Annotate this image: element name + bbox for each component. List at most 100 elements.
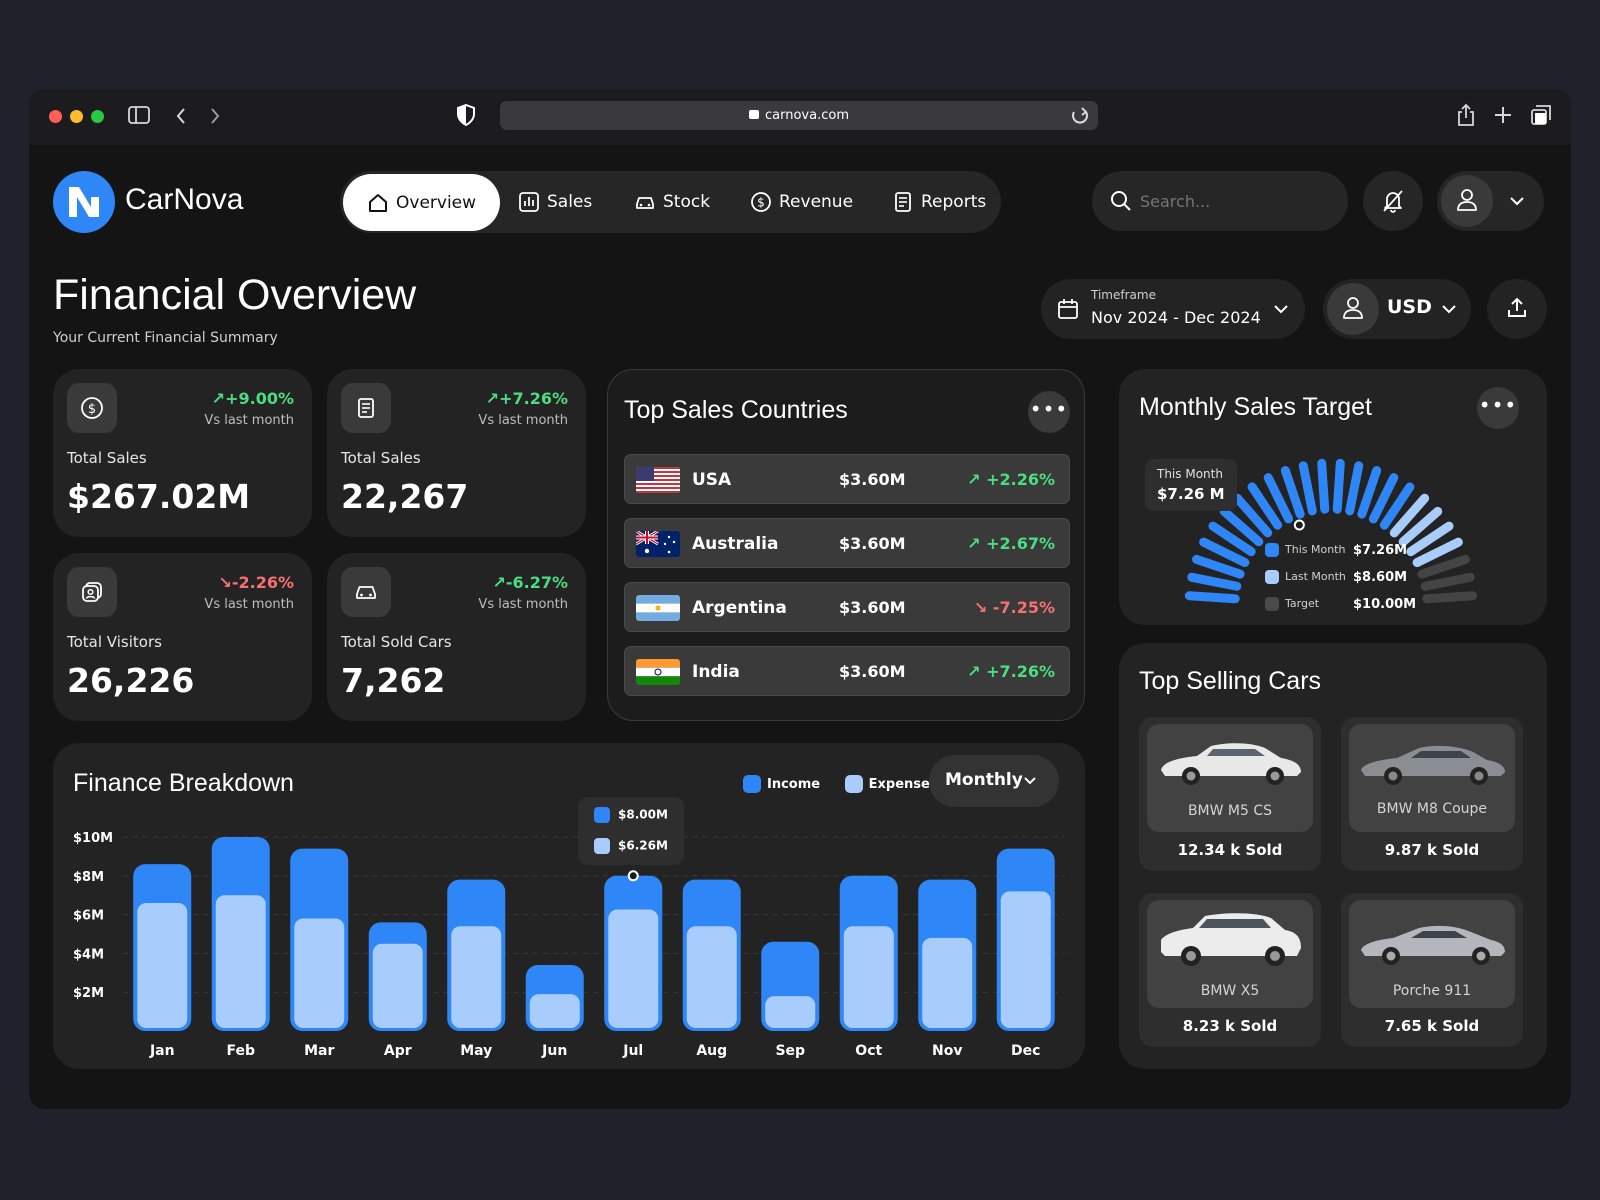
car-sold: 7.65 k Sold	[1384, 1017, 1480, 1035]
stat-card-total-sales[interactable]: $ ↗+9.00% Vs last month Total Sales $267…	[53, 369, 312, 537]
car-name: BMW X5	[1200, 983, 1260, 999]
expense-bar[interactable]	[608, 909, 659, 1028]
notifications-button[interactable]	[1363, 171, 1423, 231]
expense-bar[interactable]	[922, 937, 973, 1028]
country-amount: $3.60M	[839, 598, 906, 617]
country-change: ↗ +7.26%	[967, 662, 1055, 681]
car-name: Porche 911	[1392, 983, 1472, 999]
maximize-window-button[interactable]	[91, 110, 104, 123]
timeframe-value: Nov 2024 - Dec 2024	[1091, 308, 1261, 327]
timeframe-picker[interactable]: Timeframe Nov 2024 - Dec 2024	[1041, 279, 1305, 339]
browser-toolbar: carnova.com	[29, 89, 1571, 145]
country-row[interactable]: Argentina $3.60M ↘ -7.25%	[624, 582, 1070, 632]
gauge-tooltip-label: This Month	[1157, 467, 1223, 481]
country-row[interactable]: India $3.60M ↗ +7.26%	[624, 646, 1070, 696]
expense-bar[interactable]	[686, 926, 737, 1028]
sidebar-toggle-icon[interactable]	[128, 106, 150, 124]
forward-icon[interactable]	[209, 107, 221, 125]
share-icon[interactable]	[1456, 103, 1476, 127]
stat-note: Vs last month	[478, 413, 568, 428]
expense-bar[interactable]	[372, 943, 423, 1028]
legend-target: Target $10.00M	[1265, 597, 1416, 612]
calendar-icon	[1058, 299, 1078, 319]
car-card[interactable]: BMW M5 CS 12.34 k Sold	[1139, 717, 1321, 871]
stat-card-total-sold-cars[interactable]: ↗-6.27% Vs last month Total Sold Cars 7,…	[327, 553, 586, 721]
shield-icon[interactable]	[456, 104, 476, 126]
export-button[interactable]	[1487, 279, 1547, 339]
nav-item-label: Reports	[921, 192, 987, 212]
trend-up-icon: ↗	[492, 573, 506, 592]
suv-car-icon	[1161, 913, 1301, 966]
stat-icon-box	[341, 567, 391, 617]
trend-down-icon: ↘	[973, 598, 988, 617]
expense-bar[interactable]	[294, 918, 345, 1028]
gauge-segment	[1332, 458, 1345, 514]
nav-item-stock[interactable]: Stock	[634, 171, 710, 233]
currency-selector[interactable]: USD	[1323, 279, 1471, 339]
country-change: ↗ +2.26%	[967, 470, 1055, 489]
search-box[interactable]	[1092, 171, 1348, 231]
gauge-marker-dot	[1293, 519, 1305, 531]
stat-card-total-sales-count[interactable]: ↗+7.26% Vs last month Total Sales 22,267	[327, 369, 586, 537]
period-dropdown[interactable]: Monthly	[929, 755, 1059, 807]
profile-menu[interactable]	[1437, 171, 1544, 231]
expense-bar[interactable]	[843, 926, 894, 1028]
expense-bar[interactable]	[529, 994, 580, 1028]
main-nav: Overview Sales Stock $ Revenue Reports	[340, 171, 1001, 233]
chevron-down-icon	[1442, 305, 1456, 314]
nav-item-revenue[interactable]: $ Revenue	[750, 171, 853, 233]
car-card[interactable]: BMW M8 Coupe 9.87 k Sold	[1341, 717, 1523, 871]
expense-bar[interactable]	[451, 926, 502, 1028]
stat-card-total-visitors[interactable]: ↘-2.26% Vs last month Total Visitors 26,…	[53, 553, 312, 721]
gauge-segment	[1184, 591, 1240, 604]
svg-text:$: $	[757, 196, 765, 210]
browser-window: carnova.com CarNova Overview Sales Stock	[29, 89, 1571, 1109]
car-card[interactable]: Porche 911 7.65 k Sold	[1341, 893, 1523, 1047]
expense-bar[interactable]	[215, 895, 266, 1028]
tabs-overview-icon[interactable]	[1531, 105, 1551, 125]
nav-item-overview[interactable]: Overview	[343, 174, 501, 231]
gauge-segment	[1232, 493, 1273, 538]
upload-icon	[1508, 297, 1526, 317]
nav-item-sales[interactable]: Sales	[518, 171, 592, 233]
gauge-segment	[1398, 506, 1443, 547]
search-input[interactable]	[1140, 189, 1330, 213]
legend-this-month: This Month $7.26M	[1265, 543, 1407, 558]
car-image	[1147, 900, 1313, 1008]
minimize-window-button[interactable]	[70, 110, 83, 123]
address-bar[interactable]: carnova.com	[500, 101, 1098, 130]
stat-change: ↗+9.00%	[211, 389, 294, 408]
nav-item-label: Revenue	[779, 192, 854, 212]
country-name: USA	[692, 470, 732, 490]
car-icon	[636, 197, 654, 209]
brand-logo[interactable]	[53, 171, 115, 233]
new-tab-icon[interactable]	[1494, 106, 1512, 124]
expense-bar[interactable]	[765, 996, 816, 1028]
stat-value: 7,262	[341, 661, 446, 700]
usa-flag-icon	[636, 467, 680, 493]
car-card[interactable]: BMW X5 8.23 k Sold	[1139, 893, 1321, 1047]
country-amount: $3.60M	[839, 534, 906, 553]
x-tick-label: May	[460, 1043, 492, 1059]
monthly-sales-target-card: Monthly Sales Target ••• This Month $7.2…	[1119, 369, 1547, 625]
close-window-button[interactable]	[49, 110, 62, 123]
country-row[interactable]: USA $3.60M ↗ +2.26%	[624, 454, 1070, 504]
back-icon[interactable]	[175, 107, 187, 125]
trend-up-icon: ↗	[967, 534, 981, 553]
reload-icon[interactable]	[1070, 106, 1090, 126]
stat-note: Vs last month	[204, 597, 294, 612]
y-tick-label: $4M	[73, 947, 104, 962]
bell-off-icon	[1383, 190, 1403, 213]
more-options-button[interactable]: •••	[1028, 391, 1070, 433]
period-value: Monthly	[945, 770, 1023, 790]
legend-swatch	[1265, 597, 1279, 611]
more-options-button[interactable]: •••	[1477, 387, 1519, 429]
nav-item-label: Overview	[396, 192, 477, 213]
car-sold: 12.34 k Sold	[1177, 841, 1283, 859]
country-change: ↘ -7.25%	[973, 598, 1055, 617]
country-row[interactable]: Australia $3.60M ↗ +2.67%	[624, 518, 1070, 568]
nav-item-reports[interactable]: Reports	[892, 171, 986, 233]
expense-bar[interactable]	[1000, 891, 1051, 1028]
expense-bar[interactable]	[137, 902, 188, 1028]
car-image	[1147, 724, 1313, 832]
